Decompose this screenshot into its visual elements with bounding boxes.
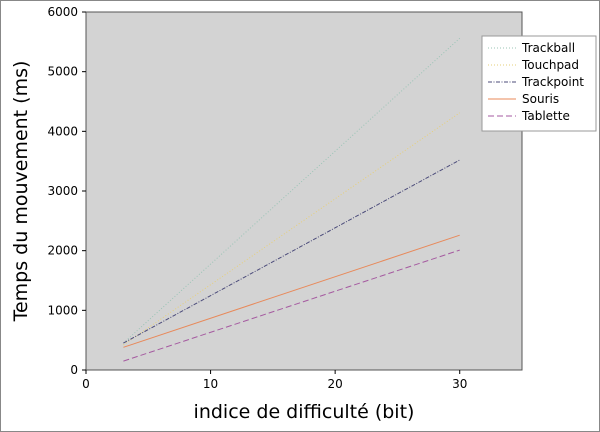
x-tick-label: 0 xyxy=(82,377,90,391)
plot-area xyxy=(86,12,522,370)
legend-label: Trackpoint xyxy=(521,75,584,89)
x-tick-label: 20 xyxy=(328,377,343,391)
legend-label: Trackball xyxy=(521,41,575,55)
y-tick-label: 3000 xyxy=(47,184,78,198)
legend-label: Tablette xyxy=(521,109,570,123)
y-axis: 0 1000 2000 3000 4000 5000 6000 xyxy=(47,5,86,377)
y-tick-label: 2000 xyxy=(47,244,78,258)
series-line-trackball xyxy=(123,37,461,344)
legend-box xyxy=(481,35,597,132)
y-tick-label: 0 xyxy=(70,363,78,377)
legend: Trackball Touchpad Trackpoint Souris Tablett… xyxy=(481,35,597,132)
series-line-souris xyxy=(123,234,460,348)
series-line-tablette xyxy=(123,249,460,362)
y-tick-label: 6000 xyxy=(47,5,78,19)
legend-label: Touchpad xyxy=(521,58,579,72)
series-layer xyxy=(123,37,461,362)
legend-label: Souris xyxy=(522,92,559,106)
y-axis-title: Temps du mouvement (ms) xyxy=(10,61,32,323)
y-tick-label: 5000 xyxy=(47,65,78,79)
x-axis-title: indice de difficulté (bit) xyxy=(194,401,415,423)
y-tick-label: 1000 xyxy=(47,303,78,317)
series-line-touchpad xyxy=(123,112,460,346)
x-tick-label: 30 xyxy=(452,377,467,391)
y-tick-label: 4000 xyxy=(47,124,78,138)
x-axis: 0 10 20 30 xyxy=(82,370,467,391)
x-tick-label: 10 xyxy=(203,377,218,391)
